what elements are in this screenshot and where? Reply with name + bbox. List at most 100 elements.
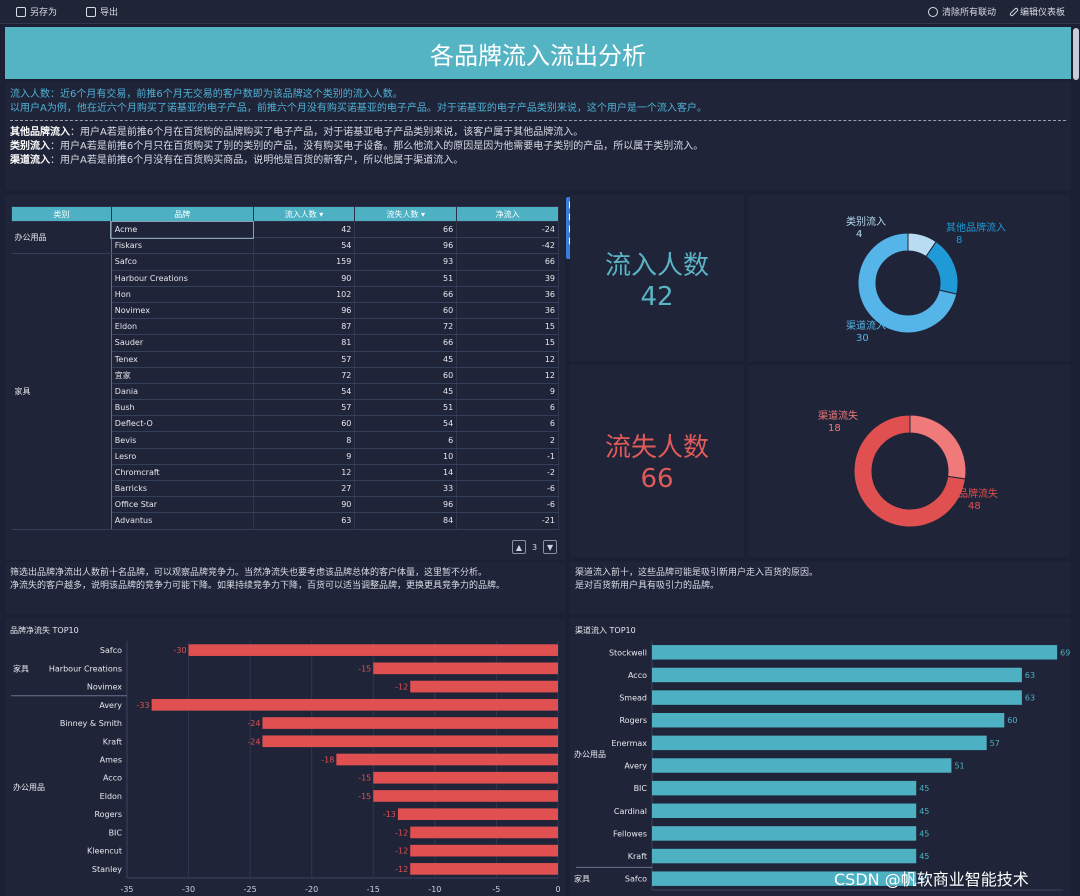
table-row[interactable]: 宜家 72 60 12 xyxy=(12,367,559,384)
bar xyxy=(151,698,558,711)
page-up-button[interactable]: ▲ xyxy=(512,540,526,554)
out-cell: 66 xyxy=(354,334,458,352)
right-note-panel: 渠道流入前十，这些品牌可能是吸引新用户走入百货的原因。 是对百货新用户具有吸引力… xyxy=(570,562,1070,614)
table-row[interactable]: 家具 Safco 159 93 66 xyxy=(11,253,559,530)
in-cell: 9 xyxy=(253,448,356,465)
brand-cell: Barricks xyxy=(110,480,254,498)
table-row[interactable]: Bush 57 51 6 xyxy=(12,399,559,417)
in-cell: 72 xyxy=(253,367,356,384)
table-row[interactable]: Tenex 57 45 12 xyxy=(12,351,559,368)
page-down-button[interactable]: ▼ xyxy=(543,540,558,554)
table-row[interactable]: Hon 102 66 36 xyxy=(12,286,559,303)
desc-brand-inflow: 其他品牌流入：用户A若是前推6个月在百货购的品牌购买了电子产品，对于诺基亚电子产… xyxy=(10,127,584,138)
in-cell: 8 xyxy=(253,431,356,449)
in-cell: 60 xyxy=(253,415,356,433)
category-cell[interactable]: 家具 xyxy=(11,253,112,530)
col-category[interactable]: 类别 xyxy=(11,206,112,222)
table-row[interactable]: Sauder 81 66 15 xyxy=(12,334,559,352)
export-button[interactable]: 导出 xyxy=(86,5,118,18)
brand-cell: Dania xyxy=(110,383,254,401)
brand-cell: Lesro xyxy=(110,448,254,465)
table-row[interactable]: Lesro 9 10 -1 xyxy=(12,448,559,465)
table-row[interactable]: Fiskars 54 96 -42 xyxy=(12,237,559,255)
slice-value: 8 xyxy=(956,235,962,246)
table-row[interactable]: Chromcraft 12 14 -2 xyxy=(12,464,559,482)
table-row[interactable]: Barricks 27 33 -6 xyxy=(12,480,559,498)
pencil-icon xyxy=(1009,6,1019,17)
net-cell: 6 xyxy=(456,415,559,433)
category-label: Kraft xyxy=(628,852,647,861)
scrollbar[interactable] xyxy=(1073,28,1079,80)
category-label: Rogers xyxy=(94,810,122,819)
table-row[interactable]: Advantus 63 84 -21 xyxy=(12,512,559,530)
brand-cell: Novimex xyxy=(110,302,254,320)
out-cell: 45 xyxy=(354,383,458,401)
slice-label: 渠道流入 xyxy=(846,319,886,332)
in-cell: 87 xyxy=(253,318,356,336)
slice-value: 18 xyxy=(828,423,841,434)
table-row[interactable]: Harbour Creations 90 51 39 xyxy=(12,270,559,287)
brand-cell: Fiskars xyxy=(110,237,254,255)
table-row[interactable]: Office Star 90 96 -6 xyxy=(12,496,559,514)
bar xyxy=(652,871,917,886)
table-row[interactable]: Eldon 87 72 15 xyxy=(12,318,559,336)
export-icon xyxy=(86,6,96,17)
net-cell: 12 xyxy=(456,351,559,368)
category-cell[interactable]: 办公用品 xyxy=(11,221,112,255)
col-brand[interactable]: 品牌 xyxy=(110,206,254,222)
in-cell: 57 xyxy=(253,399,356,417)
watermark: CSDN @帆软商业智能技术 xyxy=(834,870,1029,889)
data-label: 45 xyxy=(919,807,929,816)
category-label: Safco xyxy=(625,875,647,884)
bar xyxy=(652,645,1058,660)
channel-inflow-chart-panel: 渠道流入 TOP10 办公用品 家具 Stockwell 69 Acco 63 Smead 6… xyxy=(570,618,1070,896)
net-cell: 39 xyxy=(456,270,559,287)
description-panel: 流入人数：近6个月有交易，前推6个月无交易的客户数即为该品牌这个类别的流入人数。… xyxy=(5,82,1071,190)
table-row[interactable]: 办公用品 Acme 42 66 -24 xyxy=(11,220,559,255)
table-row[interactable]: Deflect-O 60 54 6 xyxy=(12,415,559,433)
category-label: Stanley xyxy=(92,865,122,874)
table-row[interactable]: Dania 54 45 9 xyxy=(12,383,559,401)
brand-table: 类别 品牌 流入人数 ▾ 流失人数 ▾ 净流入 办公用品 Acme 42 66 -24 F… xyxy=(11,206,559,530)
right-note-line-1: 渠道流入前十，这些品牌可能是吸引新用户走入百货的原因。 xyxy=(575,568,819,578)
data-label: 51 xyxy=(954,762,964,771)
donut-slice xyxy=(909,414,967,480)
category-label: Acco xyxy=(103,774,122,783)
slice-value: 30 xyxy=(856,333,869,344)
table-row[interactable]: Novimex 96 60 36 xyxy=(12,302,559,320)
col-inflow[interactable]: 流入人数 ▾ xyxy=(252,206,356,222)
save-as-button[interactable]: 另存为 xyxy=(16,5,57,18)
group-label: 办公用品 xyxy=(574,749,606,759)
out-cell: 6 xyxy=(354,431,458,449)
data-label: -24 xyxy=(247,737,260,746)
in-cell: 12 xyxy=(253,464,356,482)
clear-linkage-button[interactable]: 清除所有联动 xyxy=(928,5,996,18)
table-row[interactable]: Bevis 8 6 2 xyxy=(12,431,559,449)
out-cell: 10 xyxy=(354,448,458,465)
col-outflow[interactable]: 流失人数 ▾ xyxy=(354,206,458,222)
col-net[interactable]: 净流入 xyxy=(456,206,559,222)
bar xyxy=(410,863,558,875)
data-label: -12 xyxy=(395,828,408,837)
category-label: Binney & Smith xyxy=(60,719,122,728)
net-cell: -6 xyxy=(456,480,559,498)
data-label: 57 xyxy=(990,739,1000,748)
edit-dashboard-button[interactable]: 编辑仪表板 xyxy=(1009,5,1065,18)
inflow-donut-panel: 类别流入 4 其他品牌流入 8 渠道流入 30 xyxy=(748,195,1070,361)
data-label: -33 xyxy=(137,701,150,710)
brand-cell: Advantus xyxy=(110,512,254,530)
net-cell: 9 xyxy=(456,383,559,401)
page-number: 3 xyxy=(532,542,538,552)
outflow-donut-panel: 渠道流失 18 品牌流失 48 xyxy=(748,365,1070,557)
data-label: 63 xyxy=(1025,671,1035,680)
bar xyxy=(410,844,558,857)
data-label: -13 xyxy=(383,810,396,819)
kpi-inflow-panel: 流入人数 42 xyxy=(570,195,744,361)
left-note-line-1: 筛选出品牌净流出人数前十名品牌，可以观察品牌竞争力。当然净流失也要考虑该品牌总体… xyxy=(10,568,488,578)
kpi-outflow-panel: 流失人数 66 xyxy=(570,365,744,557)
out-cell: 45 xyxy=(354,351,458,368)
x-tick-label: 0 xyxy=(555,885,560,894)
bar xyxy=(652,803,917,819)
